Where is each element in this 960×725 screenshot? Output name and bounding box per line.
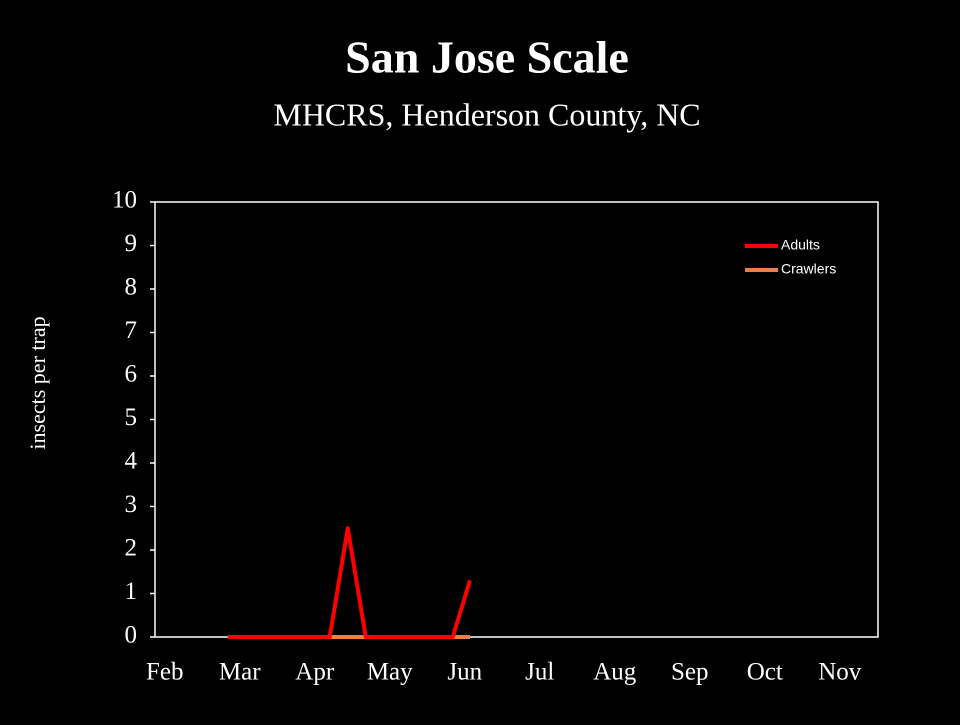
x-tick-label: May xyxy=(367,659,413,686)
x-tick-label: Jun xyxy=(447,659,482,686)
x-tick-label: Mar xyxy=(219,659,261,686)
x-tick-label: Apr xyxy=(295,659,335,686)
y-tick-label: 0 xyxy=(125,622,138,649)
legend-label: Adults xyxy=(781,237,820,253)
x-tick-label: Feb xyxy=(146,659,184,686)
series-line xyxy=(227,526,472,639)
x-tick-label: Sep xyxy=(671,659,709,686)
x-tick-label: Jul xyxy=(525,659,554,686)
legend-label: Crawlers xyxy=(781,261,836,277)
x-tick-label: Aug xyxy=(593,659,637,686)
chart-subtitle: MHCRS, Henderson County, NC xyxy=(273,96,700,132)
y-axis-label: insects per trap xyxy=(25,316,50,449)
y-tick-label: 1 xyxy=(125,578,138,605)
y-tick-label: 7 xyxy=(125,317,138,344)
y-tick-label: 10 xyxy=(112,187,137,214)
y-tick-label: 4 xyxy=(125,448,138,475)
x-tick-label: Oct xyxy=(747,659,783,686)
y-tick-label: 9 xyxy=(125,230,138,257)
y-tick-label: 5 xyxy=(125,404,138,431)
x-tick-label: Nov xyxy=(818,659,862,686)
y-tick-label: 3 xyxy=(125,491,138,518)
y-tick-label: 8 xyxy=(125,274,138,301)
chart-title: San Jose Scale xyxy=(345,32,629,83)
y-tick-label: 6 xyxy=(125,361,138,388)
y-tick-label: 2 xyxy=(125,535,138,562)
